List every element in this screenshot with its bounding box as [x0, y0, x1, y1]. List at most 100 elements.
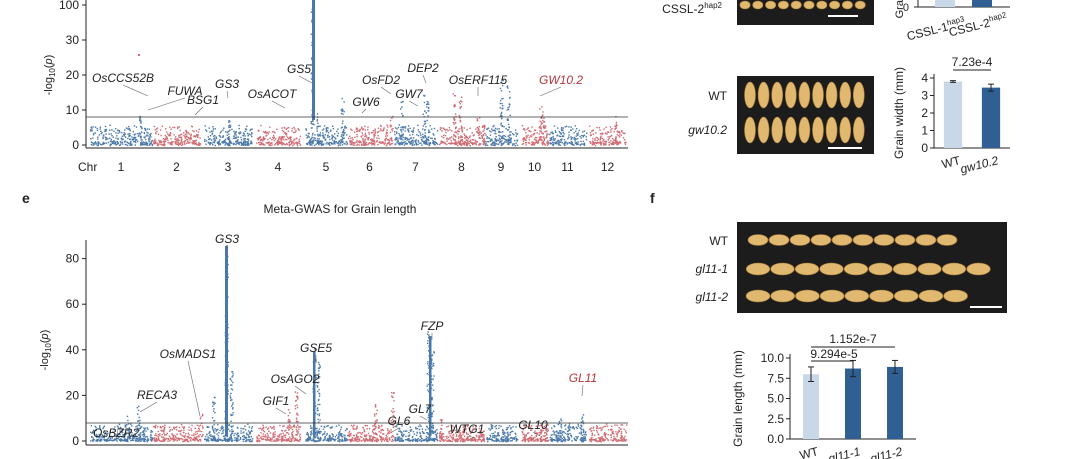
data-point — [98, 439, 101, 442]
data-point — [603, 438, 605, 440]
data-point — [388, 139, 390, 142]
data-point — [341, 138, 343, 141]
data-point — [499, 87, 502, 90]
data-point — [433, 143, 435, 145]
data-point — [424, 95, 426, 97]
data-point — [524, 142, 527, 144]
data-point — [600, 144, 602, 146]
data-point — [340, 135, 343, 137]
data-point — [451, 130, 453, 132]
data-point — [328, 143, 330, 145]
data-point — [353, 424, 355, 426]
data-point — [623, 428, 625, 431]
data-point — [541, 122, 543, 125]
data-point — [139, 137, 142, 139]
data-point — [93, 132, 95, 135]
data-point — [446, 128, 448, 131]
data-point — [163, 428, 166, 430]
data-point — [605, 140, 607, 142]
data-point — [286, 143, 288, 146]
data-point — [625, 439, 628, 441]
data-point — [146, 440, 148, 442]
data-point — [246, 141, 249, 143]
data-point — [465, 144, 467, 146]
data-point — [197, 135, 199, 137]
data-point — [363, 438, 365, 440]
data-point — [118, 130, 121, 132]
data-point — [325, 131, 328, 133]
data-point — [105, 432, 107, 434]
data-point — [159, 129, 162, 131]
data-point — [316, 137, 319, 140]
data-point — [197, 435, 200, 437]
data-point — [244, 138, 246, 140]
data-point — [339, 430, 341, 433]
data-point — [373, 139, 375, 142]
data-point — [596, 426, 598, 428]
data-point — [422, 135, 424, 138]
data-point — [345, 141, 348, 143]
gene-label: GW10.2 — [539, 73, 583, 87]
data-point — [485, 143, 487, 145]
data-point — [454, 439, 456, 441]
data-point — [482, 133, 485, 136]
data-point — [189, 141, 191, 143]
data-point — [382, 433, 384, 435]
data-point — [383, 127, 385, 129]
data-point — [483, 439, 485, 442]
data-point — [544, 144, 546, 146]
data-point — [551, 427, 553, 429]
data-point — [601, 437, 603, 439]
data-point — [329, 142, 331, 144]
data-point — [516, 139, 519, 141]
data-point — [195, 438, 198, 440]
data-point — [420, 136, 422, 139]
data-point — [117, 142, 119, 144]
data-point — [328, 136, 331, 138]
data-point — [459, 117, 461, 119]
data-point — [537, 439, 539, 442]
data-point — [102, 426, 105, 429]
data-point — [464, 136, 466, 139]
data-point — [466, 129, 468, 131]
data-point — [449, 137, 451, 139]
data-point — [610, 439, 612, 441]
data-point — [199, 137, 201, 139]
data-point — [624, 439, 626, 441]
data-point — [580, 424, 582, 426]
data-point — [401, 440, 404, 442]
data-point — [344, 143, 346, 145]
data-point — [521, 143, 523, 145]
data-point — [585, 439, 587, 441]
data-point — [213, 141, 216, 144]
data-point — [389, 126, 392, 128]
data-point — [575, 130, 577, 132]
data-point — [598, 141, 601, 144]
data-point — [410, 142, 413, 145]
data-point — [387, 433, 389, 435]
data-point — [406, 139, 408, 141]
data-point — [453, 426, 455, 429]
data-point — [366, 434, 368, 436]
data-point — [410, 137, 412, 139]
data-point — [533, 129, 536, 131]
data-point — [501, 102, 503, 105]
data-point — [374, 142, 376, 144]
data-point — [332, 434, 334, 436]
data-point — [321, 141, 323, 143]
data-point — [269, 432, 272, 434]
data-point — [219, 136, 222, 138]
data-point — [129, 436, 131, 438]
data-point — [496, 128, 498, 130]
data-point — [462, 431, 464, 433]
data-point — [381, 428, 383, 431]
data-point — [92, 143, 95, 145]
data-point — [460, 135, 462, 137]
data-point — [226, 134, 228, 137]
data-point — [191, 142, 193, 144]
data-point — [424, 141, 426, 144]
data-point — [233, 439, 236, 441]
data-point — [323, 136, 326, 138]
data-point — [240, 430, 242, 432]
data-point — [491, 432, 493, 435]
